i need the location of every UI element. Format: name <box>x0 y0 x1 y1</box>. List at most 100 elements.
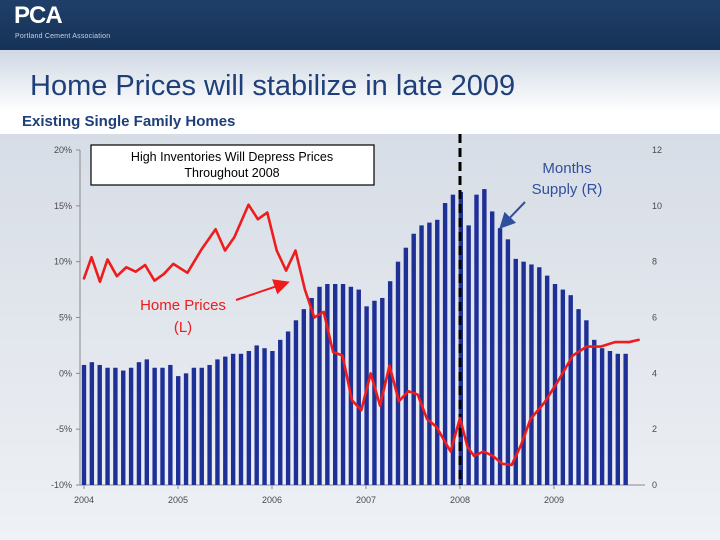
months-supply-bar <box>207 364 212 485</box>
header-bar: PCA Portland Cement Association <box>0 0 720 50</box>
months-supply-bar <box>615 353 620 485</box>
left-axis-tick-label: -5% <box>56 424 72 434</box>
months-supply-bar <box>293 320 299 485</box>
months-supply-bar <box>144 359 149 485</box>
months-supply-bar <box>348 286 354 485</box>
months-supply-bar <box>356 289 361 485</box>
months-supply-bar <box>105 367 110 485</box>
months-supply-bar <box>238 353 244 485</box>
months-supply-bar <box>450 194 456 485</box>
months-supply-bar <box>395 261 401 485</box>
x-axis-tick-label: 2007 <box>356 495 376 505</box>
months-supply-bar <box>442 203 448 485</box>
chart-title-line: Throughout 2008 <box>184 166 279 180</box>
months-supply-bar <box>152 367 157 485</box>
months-supply-bar <box>403 247 409 485</box>
right-axis-tick-label: 6 <box>652 313 657 323</box>
months-supply-bar <box>372 300 377 485</box>
months-supply-bar <box>301 309 306 485</box>
months-supply-bar <box>584 320 589 485</box>
months-supply-bar <box>136 362 142 485</box>
months-supply-bar <box>160 367 165 485</box>
months-supply-bars <box>81 189 628 486</box>
right-axis-tick-label: 8 <box>652 257 657 267</box>
months-supply-label: Supply (R) <box>532 181 603 198</box>
months-supply-bar <box>317 286 322 485</box>
months-supply-bar <box>427 222 432 486</box>
months-supply-label: Months <box>542 160 591 177</box>
left-axis-tick-label: 5% <box>59 313 72 323</box>
months-supply-bar <box>121 370 126 485</box>
months-supply-bar <box>466 225 471 485</box>
months-supply-bar <box>490 211 495 485</box>
months-supply-bar <box>128 367 134 485</box>
months-supply-bar <box>607 351 613 485</box>
left-axis-tick-label: 20% <box>54 145 72 155</box>
months-supply-bar <box>262 348 267 485</box>
right-axis-tick-label: 4 <box>652 368 657 378</box>
home-prices-arrow <box>235 279 290 301</box>
months-supply-bar <box>364 306 369 485</box>
months-supply-bar <box>387 281 393 485</box>
months-supply-arrow <box>499 201 526 229</box>
months-supply-bar <box>435 219 440 485</box>
months-supply-bar <box>176 376 181 485</box>
left-axis-tick-label: 10% <box>54 257 72 267</box>
months-supply-bar <box>513 258 518 485</box>
months-supply-bar <box>168 364 173 485</box>
months-supply-bar <box>113 367 118 485</box>
months-supply-bar <box>199 367 204 485</box>
months-supply-bar <box>521 261 526 485</box>
months-supply-bar <box>223 356 228 485</box>
months-supply-bar <box>191 367 197 485</box>
home-prices-line <box>82 203 640 467</box>
months-supply-bar <box>183 373 189 485</box>
chart-title-line: High Inventories Will Depress Prices <box>131 150 333 164</box>
months-supply-bar <box>97 364 102 485</box>
axes: -10% -5% 0% 5% 10% 15% 20% 0 2 4 6 8 10 12 2004 2005 200… <box>51 145 662 505</box>
months-supply-bar <box>254 345 259 485</box>
pca-logo: PCA <box>14 2 63 29</box>
right-axis-tick-label: 2 <box>652 424 657 434</box>
months-supply-bar <box>537 267 542 485</box>
months-supply-bar <box>576 309 581 485</box>
page-title: Home Prices will stabilize in late 2009 <box>30 70 516 102</box>
months-supply-bar <box>81 364 87 485</box>
months-supply-bar <box>474 194 479 485</box>
x-axis-tick-label: 2006 <box>262 495 282 505</box>
home-prices-polyline <box>82 203 640 467</box>
months-supply-bar <box>230 353 236 485</box>
title-band <box>0 50 720 112</box>
months-supply-bar <box>623 353 628 485</box>
months-supply-bar <box>419 225 424 485</box>
months-supply-bar <box>285 331 291 485</box>
months-supply-bar <box>544 275 550 485</box>
months-supply-bar <box>333 284 338 485</box>
months-supply-bar <box>340 284 346 485</box>
annotations: High Inventories Will Depress Prices Thro… <box>90 144 603 336</box>
months-supply-bar <box>592 339 597 485</box>
left-axis-tick-label: 15% <box>54 201 72 211</box>
home-prices-label: Home Prices <box>140 297 226 314</box>
months-supply-bar <box>325 284 330 485</box>
months-supply-bar <box>529 264 534 485</box>
x-axis-tick-label: 2008 <box>450 495 470 505</box>
months-supply-bar <box>599 348 605 485</box>
x-axis-tick-label: 2005 <box>168 495 188 505</box>
home-prices-label: (L) <box>174 319 192 336</box>
months-supply-bar <box>411 233 416 485</box>
months-supply-bar <box>89 362 95 485</box>
months-supply-bar <box>215 359 220 485</box>
months-supply-bar <box>497 228 503 485</box>
x-axis-tick-label: 2004 <box>74 495 94 505</box>
right-axis-tick-label: 12 <box>652 145 662 155</box>
right-axis-tick-label: 0 <box>652 480 657 490</box>
months-supply-bar <box>505 239 511 485</box>
chart-title-box <box>90 144 375 186</box>
months-supply-bar <box>278 339 283 485</box>
months-supply-bar <box>482 189 487 486</box>
months-supply-bar <box>560 289 566 485</box>
months-supply-bar <box>246 351 252 485</box>
months-supply-bar <box>309 297 314 485</box>
